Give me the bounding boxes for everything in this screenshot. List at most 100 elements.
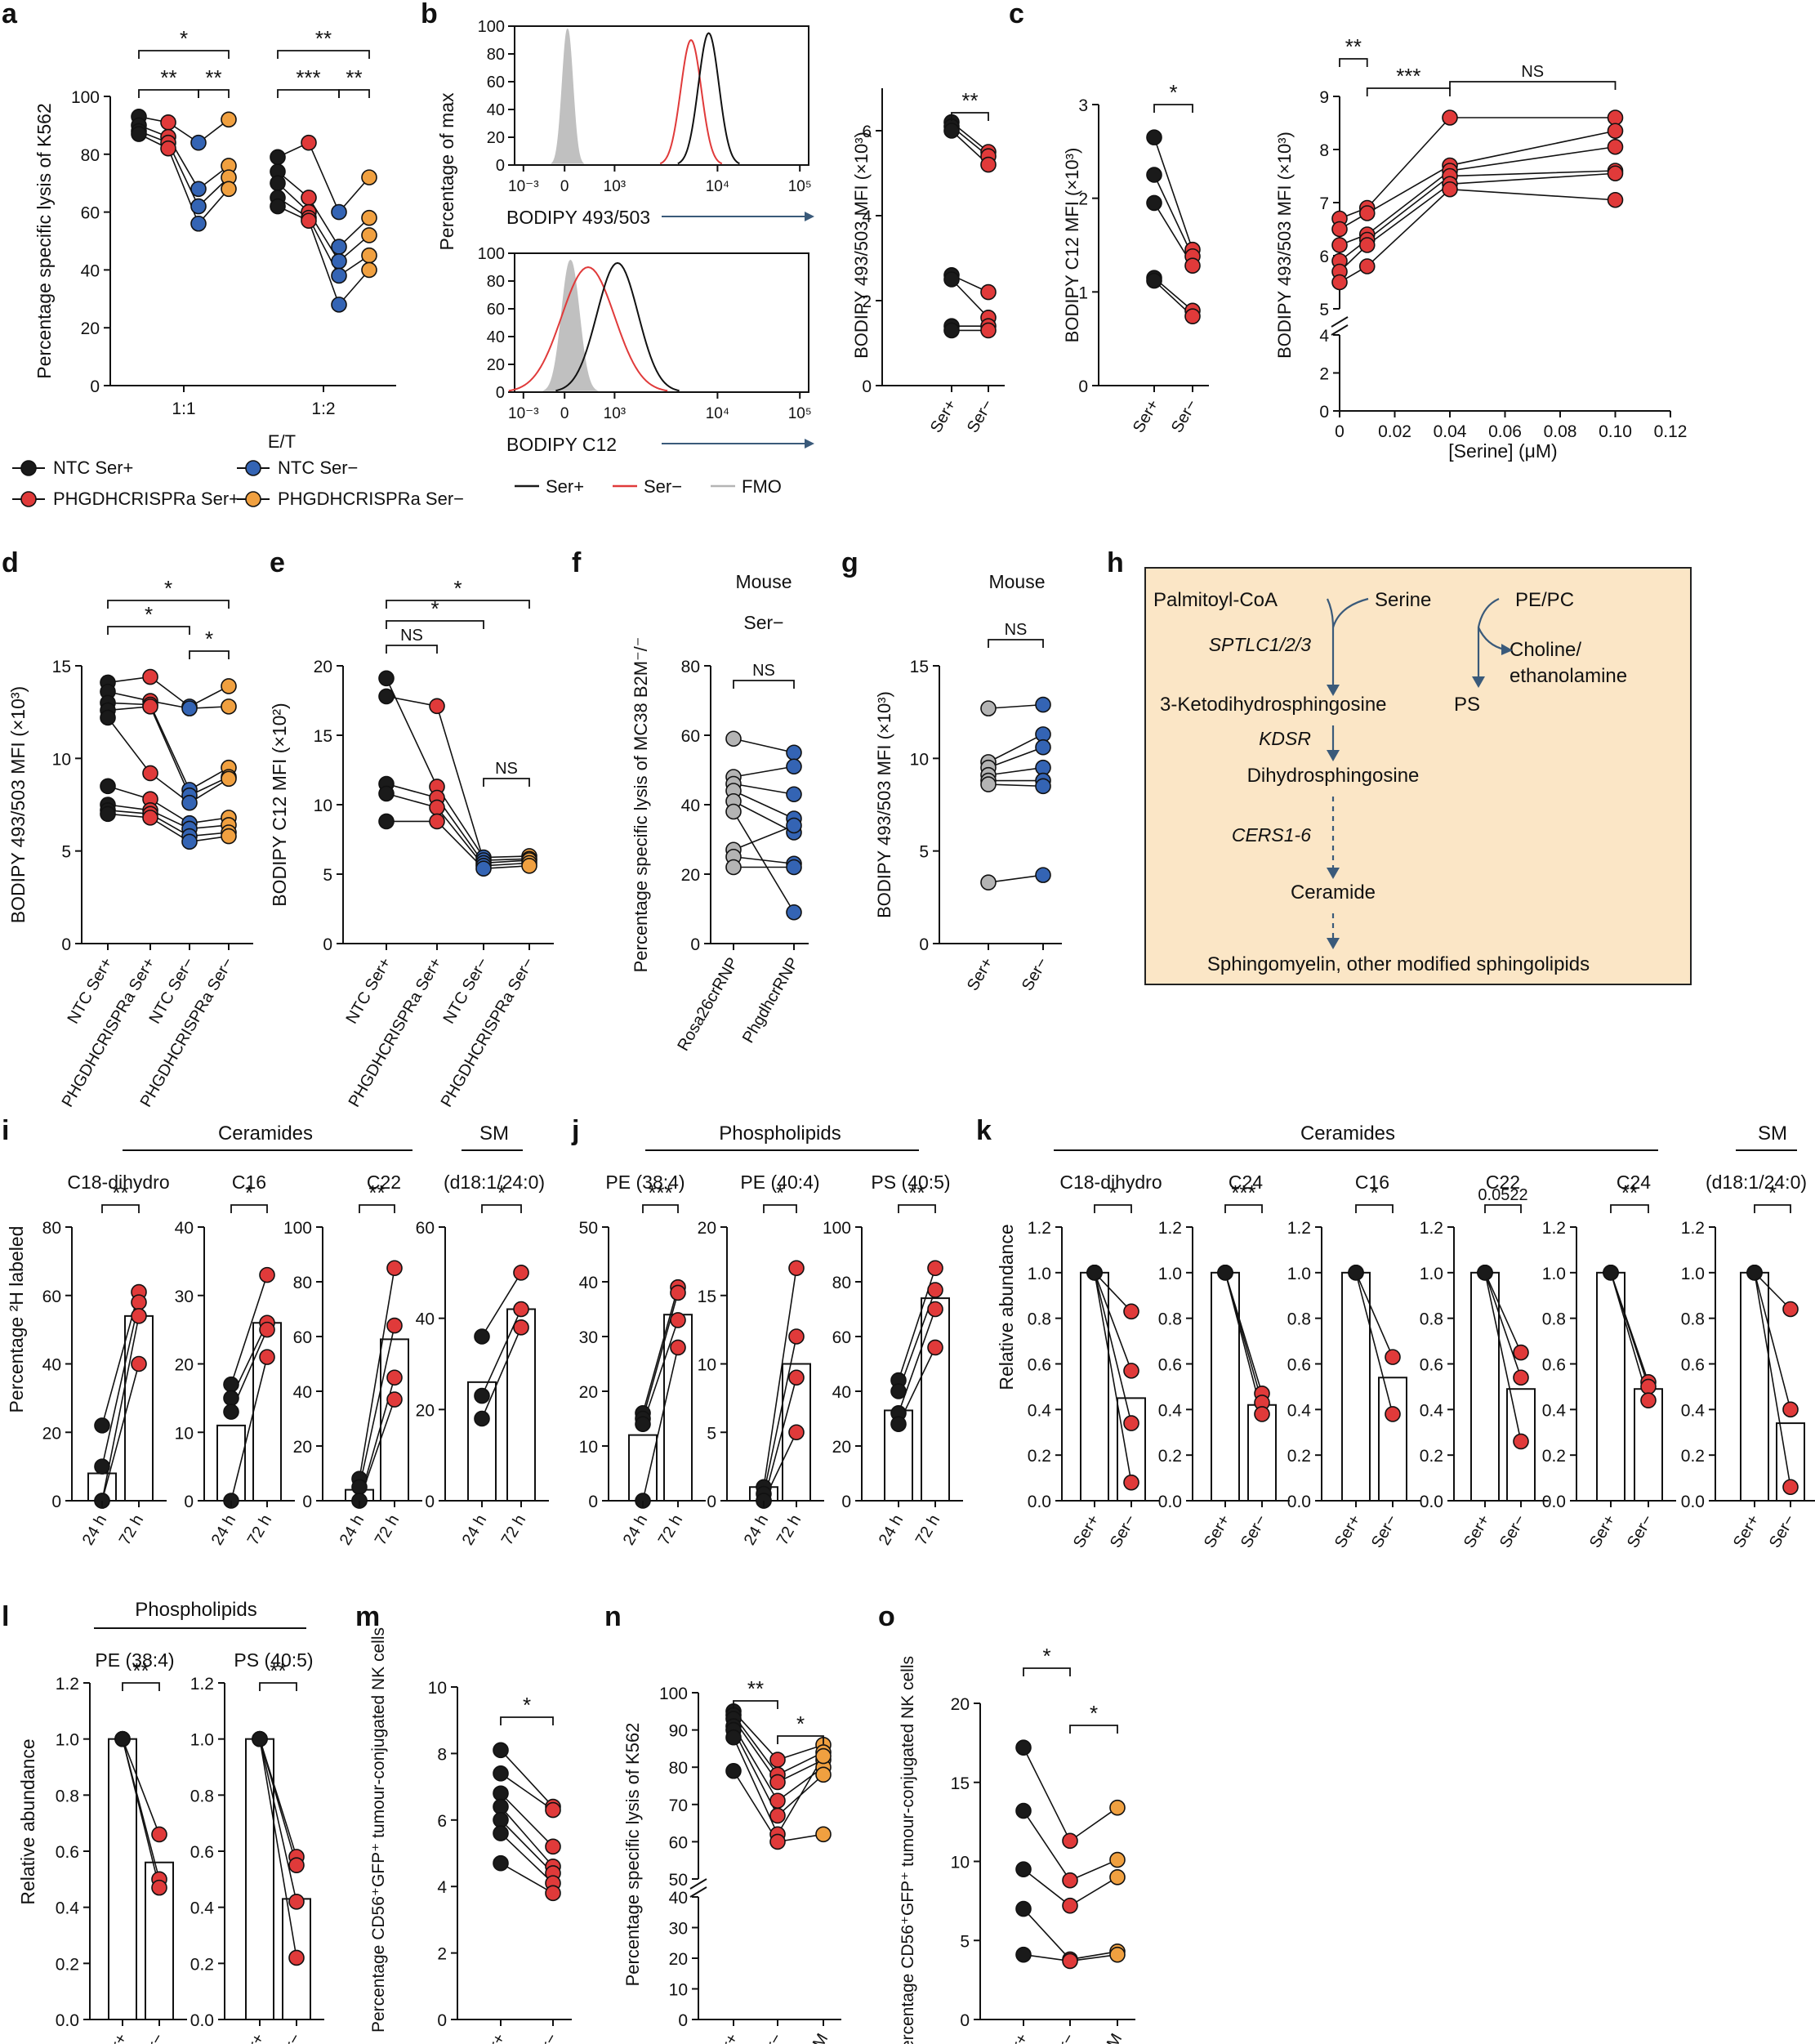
- bracket-line: [951, 112, 989, 121]
- bracket-line: [277, 89, 340, 98]
- pair-line: [1094, 1272, 1132, 1424]
- x-tick-label: 0.12: [1654, 422, 1688, 441]
- category-label: Ser−: [1496, 1512, 1529, 1551]
- significance-bracket: ***: [1224, 1180, 1263, 1213]
- y-tick-label: 40: [81, 261, 100, 280]
- data-point: [927, 1339, 943, 1356]
- y-tick-label: 1.2: [1287, 1219, 1311, 1238]
- legend-label: PHGDHCRISPRa Ser−: [278, 489, 464, 509]
- pair-line: [988, 746, 1044, 769]
- y-tick-label: 0: [1319, 403, 1329, 422]
- y-tick-label: 20: [487, 129, 505, 147]
- data-point: [1062, 1872, 1078, 1889]
- data-point: [1385, 1349, 1401, 1365]
- data-point: [190, 198, 207, 215]
- pair-line: [500, 1819, 554, 1874]
- data-point: [378, 670, 395, 687]
- category-label: Ser+: [709, 2031, 742, 2044]
- subplot-5: 0.0 0.2 0.4 0.6 0.8 1.0 1.2 Ser+ Ser− *(d18:1/24:…: [1681, 1172, 1815, 1551]
- y-tick-label: 20: [951, 1695, 970, 1714]
- data-point: [943, 271, 960, 288]
- y-tick-label: 0: [302, 1493, 312, 1511]
- pair-line: [988, 874, 1044, 883]
- significance-label: *: [523, 1693, 531, 1717]
- data-point: [1109, 1946, 1126, 1963]
- category-label: Ser−: [1046, 2031, 1078, 2044]
- data-point: [1015, 1802, 1032, 1819]
- data-point: [1123, 1474, 1139, 1491]
- y-tick-label: 0.2: [1420, 1447, 1443, 1466]
- x-tick-label: 0: [1335, 422, 1345, 441]
- data-point: [288, 1894, 305, 1910]
- category-label: Ser+: [1201, 1512, 1233, 1551]
- x-tick-label: 0.04: [1434, 422, 1467, 441]
- subplot-title: PE (40:4): [740, 1172, 819, 1193]
- data-point: [259, 1349, 275, 1365]
- legend-label: PHGDHCRISPRa Ser+: [53, 489, 239, 509]
- significance-bracket: **: [277, 26, 370, 59]
- category-label: Ser+: [1130, 397, 1162, 436]
- bracket-line: [1610, 1204, 1649, 1213]
- y-tick-label: 0.8: [1028, 1310, 1051, 1329]
- data-point: [94, 1417, 110, 1434]
- significance-label: *: [453, 576, 462, 600]
- pair-line: [1484, 1272, 1522, 1353]
- ser-plus-histogram: [677, 32, 740, 165]
- category-label: 24 h: [79, 1512, 111, 1549]
- data-point: [980, 283, 997, 301]
- data-point: [1146, 167, 1162, 183]
- y-tick-label: 0.0: [1681, 1493, 1705, 1511]
- data-point: [1123, 1303, 1139, 1320]
- subplot-1: 0.0 0.2 0.4 0.6 0.8 1.0 1.2 Ser+ Ser− ***C24: [1158, 1172, 1290, 1551]
- y-axis-title: BODIPY C12 MFI (×10²): [269, 703, 290, 906]
- data-point: [927, 1301, 943, 1318]
- bracket-line: [138, 50, 230, 59]
- significance-bracket: **: [733, 1676, 778, 1709]
- y-tick-label: 5: [61, 843, 71, 862]
- data-point: [221, 828, 237, 845]
- y-tick-label: 80: [832, 1274, 851, 1292]
- pair-line: [951, 279, 989, 319]
- data-point: [1477, 1265, 1493, 1281]
- bracket-line: [1094, 1204, 1132, 1213]
- legend-marker: [20, 491, 37, 507]
- data-point: [890, 1383, 907, 1399]
- replicate-line: [277, 197, 370, 277]
- y-tick-label: 4: [862, 208, 872, 226]
- y-tick-label: 1.2: [1420, 1219, 1443, 1238]
- y-tick-label: 0.4: [1287, 1401, 1312, 1420]
- significance-bracket: **: [1339, 34, 1368, 67]
- data-point: [259, 1266, 275, 1283]
- bracket-line: [359, 1204, 395, 1213]
- category-label: Ser−: [135, 2031, 167, 2044]
- y-tick-label: 15: [314, 727, 332, 746]
- data-point: [1513, 1369, 1529, 1386]
- y-tick-label: 0.4: [1158, 1401, 1183, 1420]
- replicate-line: [277, 182, 370, 262]
- bracket-line: [107, 626, 190, 635]
- pair-line: [763, 1268, 797, 1488]
- significance-label: *: [796, 1712, 805, 1736]
- data-point: [1146, 194, 1162, 212]
- data-point: [100, 709, 116, 726]
- pair-line: [733, 783, 795, 796]
- data-point: [980, 874, 997, 890]
- subplot-2: 0.0 0.2 0.4 0.6 0.8 1.0 1.2 Ser+ Ser− *C16: [1287, 1172, 1420, 1551]
- data-point: [1146, 272, 1162, 289]
- data-point: [513, 1265, 529, 1281]
- significance-label: **: [160, 65, 176, 90]
- data-point: [1331, 221, 1348, 238]
- bracket-line: [386, 600, 530, 609]
- significance-label: **: [205, 65, 221, 90]
- data-point: [725, 803, 742, 820]
- data-point: [1607, 191, 1624, 208]
- y-tick-label: 0: [51, 1493, 61, 1511]
- subplot-title: PE (38:4): [605, 1172, 685, 1193]
- node-sphingomyelin: Sphingomyelin, other modified sphingolip…: [1207, 953, 1590, 975]
- subplot-1: 0 5 10 15 20 24 h 72 h *PE (40:4): [698, 1172, 824, 1548]
- data-point: [190, 134, 207, 151]
- data-point: [131, 1308, 147, 1324]
- data-point: [331, 297, 347, 313]
